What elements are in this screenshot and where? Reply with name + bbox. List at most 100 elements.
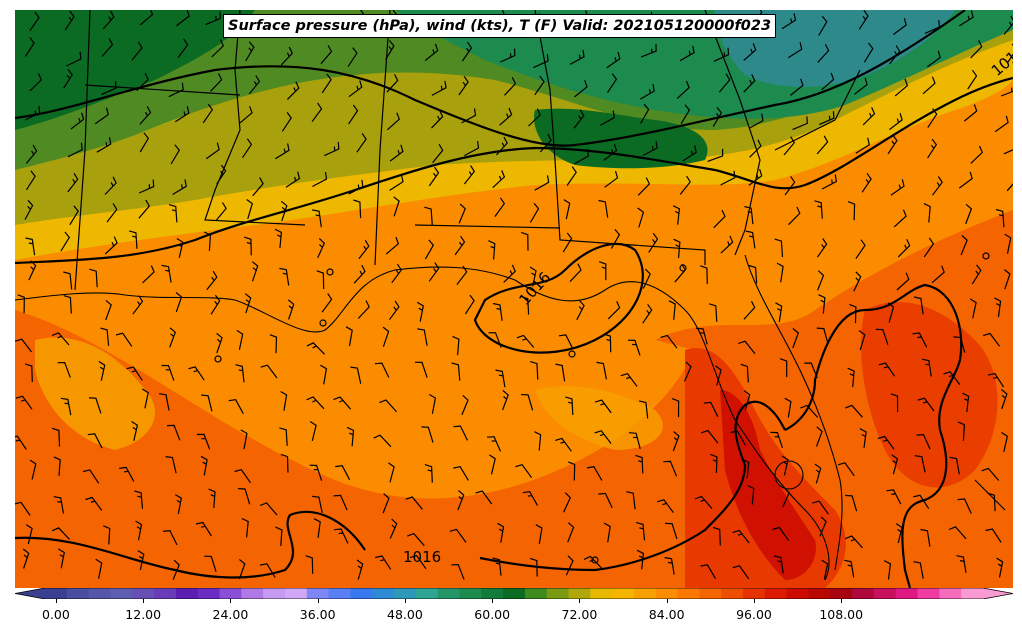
wind-barb	[424, 464, 433, 483]
wind-barb	[732, 565, 750, 580]
wind-barb	[424, 43, 439, 61]
wind-barb	[958, 10, 974, 27]
wind-barb	[432, 143, 444, 164]
wind-barb	[421, 426, 434, 443]
wind-barb	[855, 239, 866, 259]
wind-barb	[969, 298, 977, 319]
wind-barb	[996, 557, 1004, 578]
wind-barb	[350, 366, 362, 384]
wind-barb	[168, 82, 184, 98]
wind-barb	[712, 107, 723, 127]
colorbar-swatch	[394, 588, 417, 599]
wind-barb	[821, 559, 829, 580]
wind-barb	[356, 133, 367, 153]
wind-barb	[665, 522, 678, 540]
wind-barb	[167, 424, 181, 441]
wind-barb	[139, 10, 154, 26]
wind-barb	[923, 237, 935, 258]
colorbar-tick-mark	[317, 599, 319, 603]
wind-barb	[492, 557, 502, 576]
wind-barb	[393, 196, 400, 217]
wind-barb	[893, 209, 907, 228]
wind-barb	[134, 490, 144, 509]
wind-barb	[819, 516, 827, 537]
wind-barb	[424, 239, 435, 260]
wind-barb	[25, 237, 36, 256]
isobar-1016-north	[15, 10, 966, 147]
wind-barb	[515, 464, 533, 479]
colorbar-tick-mark	[841, 599, 843, 603]
wind-barb	[358, 239, 370, 260]
wind-barb	[161, 364, 175, 381]
wind-barb	[922, 76, 936, 95]
wind-barb	[251, 261, 259, 282]
colorbar-tick-mark	[492, 599, 494, 603]
wind-barb	[566, 166, 577, 186]
wind-barb	[932, 176, 943, 196]
wind-barb	[25, 105, 41, 121]
wind-barb	[475, 490, 493, 505]
wind-barb	[210, 294, 221, 315]
wind-barb	[63, 295, 72, 314]
wind-barb	[638, 400, 649, 419]
wind-barb	[311, 102, 323, 123]
wind-barb	[668, 300, 676, 320]
wind-barb	[963, 104, 978, 122]
calm-marker	[214, 355, 222, 363]
wind-barb	[24, 363, 33, 383]
wind-barb	[345, 326, 353, 347]
colorbar-swatch	[263, 588, 286, 599]
wind-barb	[431, 110, 444, 129]
colorbar-tick-label: 84.00	[648, 607, 685, 622]
wind-barb	[887, 302, 895, 323]
wind-barb	[567, 461, 576, 481]
wind-barb	[416, 301, 424, 322]
wind-barb	[821, 72, 835, 91]
wind-barb	[971, 264, 982, 285]
wind-barb	[136, 72, 149, 92]
wind-barb	[534, 175, 550, 191]
wind-barb	[1006, 183, 1013, 192]
wind-barb	[958, 171, 973, 189]
wind-barb	[259, 563, 276, 578]
wind-barb	[87, 433, 103, 449]
wind-barb	[555, 363, 566, 382]
wind-barb	[461, 41, 473, 62]
wind-barb	[333, 396, 352, 410]
wind-barb	[275, 143, 290, 160]
wind-barb	[890, 179, 905, 196]
isobar-gulf-south-2	[479, 400, 786, 572]
wind-barb	[748, 264, 758, 284]
wind-barb	[63, 68, 73, 89]
wind-barb	[320, 45, 333, 65]
wind-barb	[529, 557, 538, 577]
wind-barb	[53, 456, 61, 476]
wind-barb	[201, 394, 213, 412]
wind-barb	[208, 488, 216, 508]
wind-barb	[967, 69, 978, 90]
wind-barb	[569, 49, 585, 65]
wind-barb	[516, 334, 535, 348]
wind-barb	[414, 361, 428, 378]
wind-barb	[845, 535, 863, 549]
wind-barb	[22, 548, 30, 569]
wind-barb	[333, 494, 348, 511]
colorbar-tick-label: 60.00	[474, 607, 511, 622]
wind-barb	[28, 260, 37, 281]
wind-barb	[603, 333, 612, 353]
wind-barb	[604, 170, 619, 188]
wind-barb	[458, 203, 466, 224]
wind-barb	[987, 372, 1005, 388]
wind-barb	[453, 466, 469, 481]
wind-barb	[738, 340, 756, 355]
wind-barb	[1001, 389, 1008, 410]
colorbar-tick-mark	[230, 599, 232, 603]
wind-barb	[88, 397, 102, 414]
wind-barb	[776, 262, 784, 283]
wind-barb	[29, 73, 43, 92]
calm-marker	[568, 350, 576, 358]
wind-barb	[239, 105, 253, 124]
wind-barb	[671, 398, 680, 418]
wind-barb	[409, 555, 427, 570]
wind-barb	[188, 366, 205, 381]
